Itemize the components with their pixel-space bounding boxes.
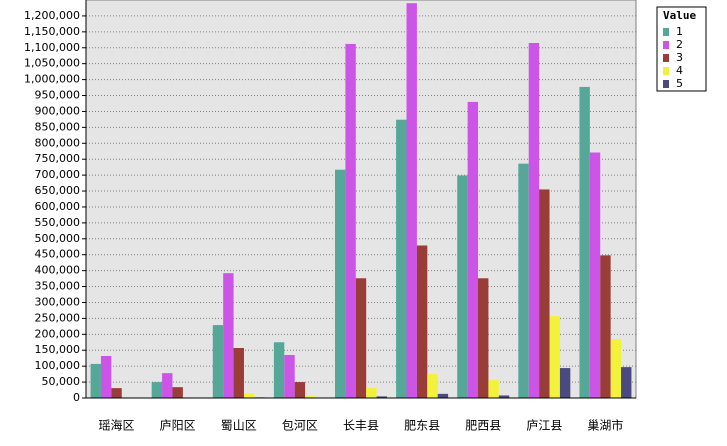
bar xyxy=(438,394,448,398)
y-tick-label: 900,000 xyxy=(35,104,81,117)
y-tick-label: 1,100,000 xyxy=(24,41,80,54)
bar xyxy=(345,44,355,398)
y-tick-label: 200,000 xyxy=(35,327,81,340)
y-tick-label: 1,200,000 xyxy=(24,9,80,22)
bar xyxy=(427,374,437,398)
y-tick-label: 350,000 xyxy=(35,280,81,293)
legend-swatch xyxy=(663,67,669,75)
bar xyxy=(611,339,621,398)
bar xyxy=(550,316,560,398)
bar xyxy=(600,255,610,398)
y-tick-label: 0 xyxy=(73,391,80,404)
bar xyxy=(529,43,539,398)
y-tick-label: 1,150,000 xyxy=(24,25,80,38)
bar xyxy=(213,325,223,398)
y-tick-label: 650,000 xyxy=(35,184,81,197)
x-tick-label: 巢湖市 xyxy=(587,418,623,433)
y-tick-label: 450,000 xyxy=(35,248,81,261)
bar xyxy=(417,245,427,398)
bar xyxy=(223,273,233,398)
bar xyxy=(590,153,600,398)
legend-swatch xyxy=(663,80,669,88)
bar xyxy=(162,373,172,398)
bar xyxy=(478,278,488,398)
legend-title: Value xyxy=(663,9,696,22)
x-tick-label: 庐阳区 xyxy=(160,418,196,433)
legend-label: 1 xyxy=(676,25,683,38)
y-tick-label: 500,000 xyxy=(35,232,81,245)
legend-swatch xyxy=(663,41,669,49)
bar xyxy=(91,364,101,398)
bar xyxy=(560,368,570,398)
bar xyxy=(101,356,111,398)
bar xyxy=(274,342,284,398)
y-tick-label: 50,000 xyxy=(42,375,81,388)
y-tick-label: 950,000 xyxy=(35,89,81,102)
bar xyxy=(172,387,182,398)
y-tick-label: 600,000 xyxy=(35,200,81,213)
bar xyxy=(457,175,467,398)
legend-label: 2 xyxy=(676,38,683,51)
y-tick-label: 850,000 xyxy=(35,120,81,133)
bar xyxy=(335,170,345,398)
bar xyxy=(111,388,121,398)
y-tick-label: 400,000 xyxy=(35,264,81,277)
legend-label: 5 xyxy=(676,77,683,90)
bar xyxy=(468,102,478,398)
bar xyxy=(295,382,305,398)
bar xyxy=(244,393,254,398)
legend-swatch xyxy=(663,54,669,62)
bar xyxy=(518,164,528,398)
y-tick-label: 550,000 xyxy=(35,216,81,229)
y-tick-label: 150,000 xyxy=(35,343,81,356)
bar xyxy=(356,278,366,398)
y-tick-label: 100,000 xyxy=(35,359,81,372)
y-tick-label: 1,050,000 xyxy=(24,57,80,70)
bar xyxy=(284,355,294,398)
legend-label: 3 xyxy=(676,51,683,64)
bar xyxy=(539,189,549,398)
bar xyxy=(396,120,406,398)
x-tick-label: 包河区 xyxy=(282,419,318,433)
legend-swatch xyxy=(663,28,669,36)
x-tick-label: 肥东县 xyxy=(404,419,440,433)
x-tick-label: 庐江县 xyxy=(526,418,562,433)
bar xyxy=(579,87,589,398)
y-tick-label: 250,000 xyxy=(35,311,81,324)
x-tick-label: 肥西县 xyxy=(465,419,501,433)
bar xyxy=(621,367,631,398)
bar xyxy=(234,348,244,398)
bar xyxy=(152,382,162,398)
legend-label: 4 xyxy=(676,64,683,77)
bar xyxy=(488,380,498,398)
y-tick-label: 700,000 xyxy=(35,168,81,181)
x-tick-label: 长丰县 xyxy=(343,419,379,433)
y-tick-label: 800,000 xyxy=(35,136,81,149)
y-tick-label: 750,000 xyxy=(35,152,81,165)
x-tick-label: 蜀山区 xyxy=(221,419,257,433)
bar xyxy=(366,388,376,398)
x-tick-label: 瑶海区 xyxy=(99,418,135,433)
y-tick-label: 300,000 xyxy=(35,295,81,308)
bar xyxy=(407,3,417,398)
y-tick-label: 1,000,000 xyxy=(24,73,80,86)
